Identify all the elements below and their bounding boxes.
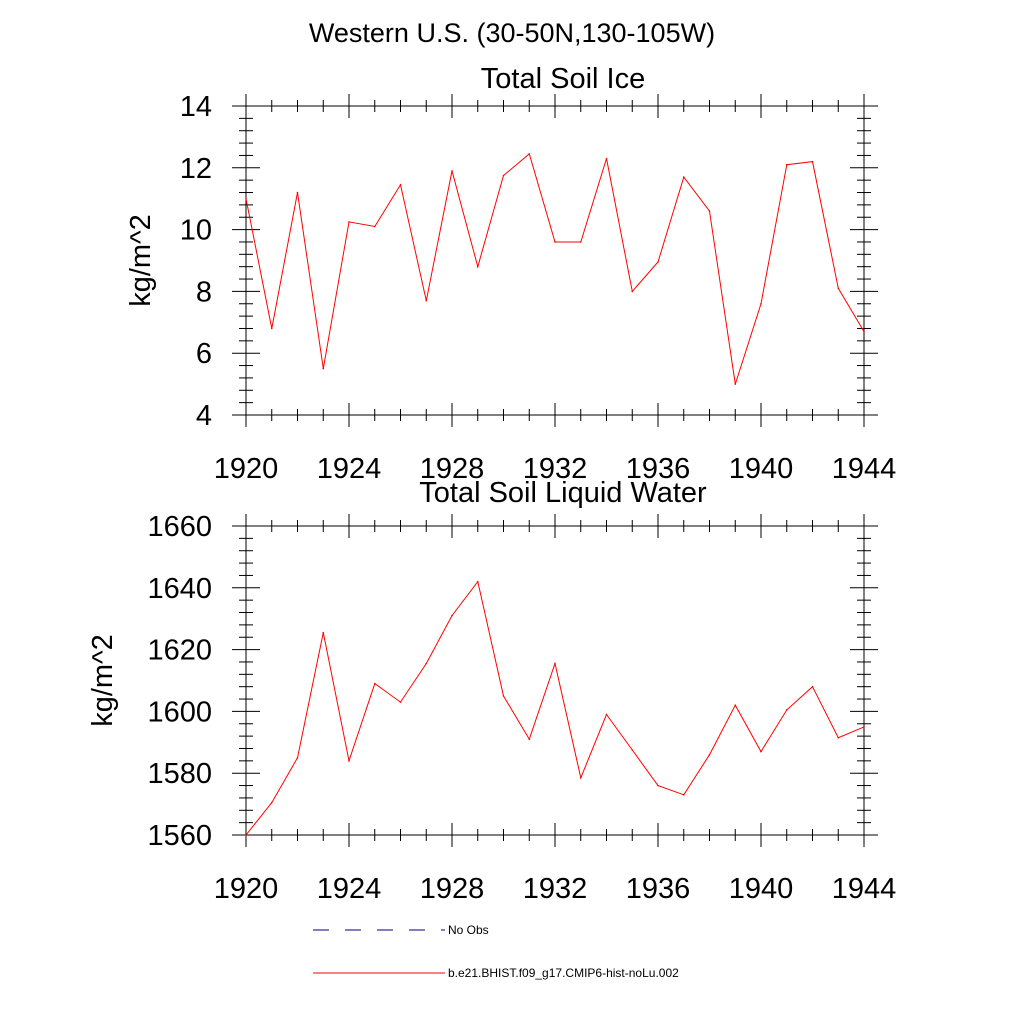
data-point: [348, 221, 350, 223]
x-tick-label: 1920: [214, 453, 279, 485]
x-tick-label: 1944: [832, 453, 897, 485]
panel-title: Total Soil Liquid Water: [419, 477, 707, 509]
data-point: [605, 713, 608, 716]
data-point: [425, 662, 428, 665]
y-tick-label: 8: [196, 276, 212, 308]
series-line: [245, 580, 865, 836]
y-axis-label: kg/m^2: [125, 214, 157, 307]
x-tick-label: 1936: [626, 873, 691, 905]
x-tick-label: 1928: [420, 873, 485, 905]
x-tick-label: 1932: [523, 453, 588, 485]
x-tick-label: 1932: [523, 873, 588, 905]
y-tick-label: 1600: [147, 696, 212, 728]
data-point: [270, 327, 273, 330]
panel-total-soil-ice: Total Soil Ice 1920 1924 1928 1932 1936 1940 19…: [125, 63, 896, 485]
data-point: [631, 749, 634, 751]
data-point: [528, 153, 531, 155]
x-tick-label: 1920: [214, 873, 279, 905]
data-point: [837, 287, 840, 290]
x-tick-label: 1924: [317, 453, 382, 485]
data-point: [785, 709, 788, 711]
data-point: [554, 241, 556, 243]
x-tick-label: 1936: [626, 453, 691, 485]
y-tick-label: 14: [180, 91, 212, 123]
y-tick-label: 12: [180, 153, 212, 185]
data-point: [760, 750, 762, 753]
data-point: [476, 265, 479, 268]
data-point: [528, 738, 531, 741]
data-point: [579, 777, 582, 779]
data-point: [863, 330, 865, 333]
y-tick-label: 10: [180, 215, 212, 247]
legend-label: b.e21.BHIST.f09_g17.CMIP6-hist-noLu.002: [448, 966, 679, 980]
x-tick-label: 1924: [317, 873, 382, 905]
y-tick-label: 1560: [147, 820, 212, 852]
panel-title: Total Soil Ice: [481, 63, 645, 95]
data-point: [760, 302, 762, 305]
data-point: [734, 704, 737, 707]
x-tick-label: 1940: [729, 453, 794, 485]
data-point: [451, 170, 453, 172]
y-tick-label: 4: [196, 400, 212, 432]
data-point: [373, 225, 376, 228]
figure-title: Western U.S. (30-50N,130-105W): [309, 18, 715, 48]
y-tick-label: 1660: [147, 511, 212, 543]
plot-frame: [245, 105, 865, 416]
plot-frame: [245, 525, 865, 836]
data-point: [657, 784, 659, 787]
data-point: [348, 760, 350, 762]
y-tick-label: 1580: [147, 758, 212, 790]
y-tick-label: 1620: [147, 635, 212, 667]
data-point: [476, 580, 479, 583]
x-tick-label: 1940: [729, 873, 794, 905]
data-point: [270, 801, 273, 804]
data-point: [296, 191, 299, 194]
data-point: [708, 753, 711, 756]
data-point: [245, 197, 247, 200]
data-point: [837, 736, 840, 739]
data-point: [863, 726, 865, 728]
y-axis-label: kg/m^2: [87, 634, 119, 727]
data-point: [708, 210, 711, 212]
data-point: [245, 834, 247, 836]
data-point: [579, 241, 582, 243]
data-point: [657, 261, 659, 263]
data-point: [811, 160, 814, 163]
data-point: [785, 163, 788, 166]
y-tick-label: 1640: [147, 573, 212, 605]
data-point: [502, 695, 505, 697]
x-tick-label: 1944: [832, 873, 897, 905]
data-point: [605, 157, 608, 160]
data-point: [399, 701, 402, 703]
data-point: [322, 367, 325, 370]
y-tick-label: 6: [196, 338, 212, 370]
legend: No Obs b.e21.BHIST.f09_g17.CMIP6-hist-noL…: [313, 923, 679, 980]
data-point: [682, 176, 685, 178]
data-point: [811, 685, 814, 688]
series-line: [245, 153, 865, 385]
data-point: [322, 631, 325, 634]
x-tick-label: 1928: [420, 453, 485, 485]
legend-label: No Obs: [448, 923, 489, 937]
data-point: [631, 290, 634, 293]
data-point: [502, 174, 505, 177]
panel-total-soil-liquid-water: Total Soil Liquid Water 1920 1924 1928 1932 1…: [87, 477, 896, 905]
data-point: [399, 183, 402, 186]
data-point: [451, 614, 453, 617]
data-point: [734, 383, 737, 385]
data-point: [554, 662, 556, 665]
data-point: [425, 299, 428, 302]
data-point: [373, 682, 376, 685]
data-point: [296, 756, 299, 759]
data-point: [682, 794, 685, 796]
